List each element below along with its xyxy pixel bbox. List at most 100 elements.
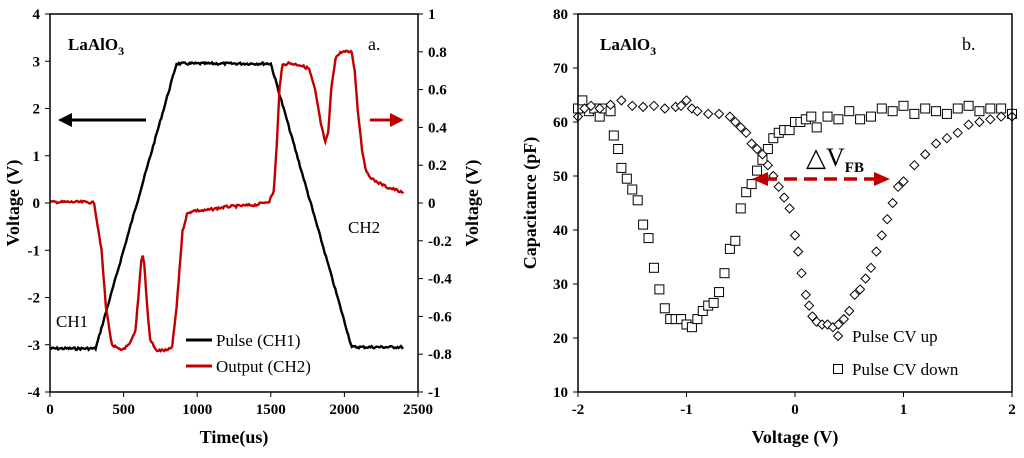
cv-up-point [800, 289, 812, 301]
panel-b-chart: -2 -1 0 1 2 10 20 30 40 50 60 70 80 Voltage (V) Capa… [520, 7, 1018, 448]
cv-up-point [952, 127, 963, 139]
cv-down-point [952, 103, 963, 114]
delta-vfb-label-subscript: FB [845, 160, 864, 176]
panel-a-x-axis-label: Time(us) [200, 427, 269, 448]
cv-up-point [594, 103, 605, 114]
panel-a-y-axis-label: Voltage (V) [3, 160, 24, 247]
cv-up-point [974, 116, 985, 128]
cv-up-point [616, 95, 627, 106]
panel-b-x-axis-label: Voltage (V) [752, 427, 839, 448]
panel-a-y2-tick-label: 0.6 [428, 83, 447, 99]
panel-b-legend: Pulse CV up Pulse CV down [832, 327, 959, 379]
cv-up-point [746, 138, 757, 149]
cv-up-point [681, 95, 692, 106]
cv-up-point [648, 100, 660, 112]
cv-down-point [963, 100, 974, 111]
cv-up-point [659, 103, 671, 114]
delta-vfb-label-base: △V [806, 143, 845, 172]
cv-down-point [865, 111, 876, 122]
cv-up-point [860, 273, 871, 284]
panel-b-x-tick-label: -2 [572, 402, 585, 418]
panel-a-y2-tick-label: -0.8 [428, 347, 452, 363]
cv-down-point [730, 235, 741, 246]
cv-up-point [854, 284, 866, 295]
legend-pulse-label: Pulse (CH1) [216, 331, 301, 350]
cv-up-point [833, 319, 844, 330]
legend-down-label: Pulse CV down [852, 360, 959, 379]
panel-b-y-tick-label: 10 [553, 385, 568, 401]
cv-up-point [762, 159, 774, 171]
cv-down-point [608, 130, 619, 141]
right-axis-arrow [370, 113, 404, 127]
cv-up-point [909, 159, 920, 171]
panel-a-y-tick-label: 4 [33, 7, 41, 23]
cv-up-point [784, 203, 795, 214]
panel-a-label: a. [368, 34, 381, 54]
panel-b-y-tick-label: 20 [553, 331, 568, 347]
cv-up-point [751, 143, 763, 155]
cv-down-point [806, 111, 817, 122]
legend-up-label: Pulse CV up [852, 327, 938, 346]
cv-up-point [995, 111, 1007, 122]
cv-up-point [724, 111, 736, 122]
cv-down-point [621, 173, 632, 184]
cv-up-point [757, 149, 768, 160]
cv-down-point [676, 314, 687, 325]
cv-down-point [741, 187, 752, 198]
cv-down-point [931, 106, 942, 117]
panel-b-y-tick-label: 60 [553, 115, 568, 131]
cv-down-point [643, 233, 654, 244]
panel-b-y-axis-label: Capacitance (pF) [520, 137, 541, 269]
panel-a-sample-label-base: LaAlO [68, 35, 118, 54]
panel-a-legend: Pulse (CH1) Output (CH2) [186, 331, 311, 376]
panel-a-y-tick-label: 2 [33, 102, 41, 118]
cv-down-point [659, 303, 670, 314]
cv-down-point [746, 179, 757, 190]
cv-up-point [892, 181, 904, 193]
cv-down-point [724, 243, 735, 254]
panel-a-y-tick-label: -3 [28, 338, 41, 354]
delta-vfb-label: △VFB [806, 143, 864, 176]
panel-a-y2-axis-label: Voltage (V) [462, 160, 483, 247]
cv-down-point [638, 219, 649, 230]
cv-down-point [762, 144, 773, 154]
cv-down-point [941, 108, 952, 119]
cv-down-point [887, 106, 898, 117]
panel-a-y2-tick-label: 0 [428, 196, 436, 212]
cv-down-point [708, 297, 719, 308]
panel-a-x-tick-label: 500 [112, 402, 135, 418]
cv-up-point [605, 99, 616, 110]
cv-down-point [697, 306, 708, 316]
cv-down-point [735, 203, 746, 214]
panel-a-y-tick-label: 1 [33, 149, 41, 165]
cv-up-point [963, 119, 974, 130]
cv-down-point [898, 100, 909, 111]
cv-up-point [735, 122, 746, 133]
cv-up-point [882, 213, 893, 225]
panel-a-x-tick-label: 2500 [403, 402, 433, 418]
cv-up-point [627, 100, 638, 112]
cv-up-point [898, 176, 909, 187]
cv-up-point [773, 181, 784, 193]
panel-b-plot-frame [577, 13, 1013, 393]
cv-down-point [974, 106, 985, 117]
panel-a-x-tick-label: 1000 [182, 402, 212, 418]
cv-down-point [855, 114, 866, 125]
cv-up-point [585, 100, 597, 112]
legend-down-square [833, 364, 843, 374]
cv-up-point [985, 114, 996, 125]
legend-up-diamond [832, 330, 844, 342]
cv-down-point [719, 268, 730, 279]
left-axis-arrow [58, 113, 146, 127]
panel-b-x-tick-label: 1 [900, 402, 908, 418]
cv-down-point [654, 284, 665, 295]
cv-up-point [713, 108, 725, 120]
legend-up-marker [832, 330, 844, 342]
panel-a-y-tick-label: 0 [33, 196, 41, 212]
cv-down-point [714, 287, 725, 298]
cv-down-point [692, 314, 703, 325]
cv-down-point [616, 162, 627, 173]
cv-up-point [844, 305, 855, 317]
cv-down-point [811, 122, 822, 133]
cv-up-point [887, 197, 898, 209]
